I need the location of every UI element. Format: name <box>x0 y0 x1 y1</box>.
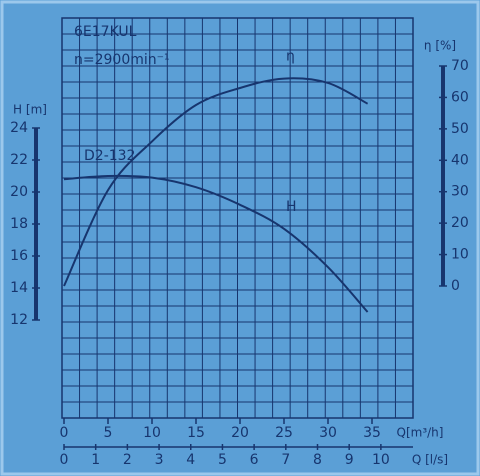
x2-tick-label: 1 <box>91 452 100 468</box>
y-tick-label: 24 <box>10 120 28 136</box>
chart-title: 6E17KUL <box>74 24 137 40</box>
y2-tick-label: 40 <box>451 152 469 168</box>
x2-tick-label: 10 <box>372 452 390 468</box>
curve <box>63 174 369 313</box>
x-tick-label: 30 <box>319 425 337 441</box>
x2-tick-label: 8 <box>313 452 322 468</box>
curve-label: H <box>286 199 297 215</box>
y2-tick-label: 30 <box>451 184 469 200</box>
x-tick-label: 20 <box>231 425 249 441</box>
x-tick-label: 15 <box>187 425 205 441</box>
y2-tick-label: 70 <box>451 58 469 74</box>
y-tick-label: 18 <box>10 216 28 232</box>
x-tick-label: 35 <box>363 425 381 441</box>
y2-tick-label: 10 <box>451 247 469 263</box>
x2-tick-label: 5 <box>218 452 227 468</box>
x2-tick-label: 0 <box>60 452 69 468</box>
x-axis-label: Q[m³/h] <box>397 426 444 440</box>
x2-tick-label: 4 <box>186 452 195 468</box>
x2-tick-label: 7 <box>281 452 290 468</box>
y-tick-label: 16 <box>10 248 28 264</box>
y-tick-label: 20 <box>10 184 28 200</box>
x-tick-label: 10 <box>143 425 161 441</box>
x-tick-label: 25 <box>275 425 293 441</box>
x-tick-label: 5 <box>104 425 113 441</box>
x2-axis-label: Q [l/s] <box>412 453 448 467</box>
y2-tick-label: 0 <box>451 278 460 294</box>
y2-tick-label: 50 <box>451 121 469 137</box>
y-axis-label: H [m] <box>13 103 47 117</box>
x2-tick-label: 2 <box>123 452 132 468</box>
y2-tick-label: 20 <box>451 215 469 231</box>
curve-label: η <box>286 49 295 65</box>
y-tick-label: 12 <box>10 312 28 328</box>
y2-axis-label: η [%] <box>424 39 456 53</box>
curve <box>63 77 369 287</box>
y2-tick-label: 60 <box>451 89 469 105</box>
x-tick-label: 0 <box>60 425 69 441</box>
x2-tick-label: 6 <box>250 452 259 468</box>
x2-tick-label: 9 <box>345 452 354 468</box>
y-tick-label: 22 <box>10 152 28 168</box>
chart-subtitle: n=2900min⁻¹ <box>74 52 170 68</box>
x2-tick-label: 3 <box>155 452 164 468</box>
y-tick-label: 14 <box>10 280 28 296</box>
